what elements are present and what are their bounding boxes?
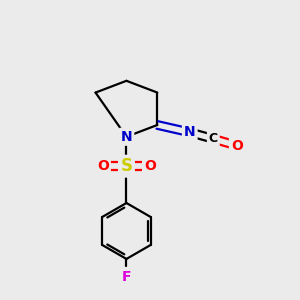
Text: O: O xyxy=(231,139,243,153)
Text: S: S xyxy=(120,157,132,175)
Text: N: N xyxy=(121,130,132,144)
Text: N: N xyxy=(184,125,196,139)
Text: C: C xyxy=(209,132,218,145)
Text: O: O xyxy=(144,159,156,173)
Text: O: O xyxy=(97,159,109,173)
Text: F: F xyxy=(122,270,131,283)
